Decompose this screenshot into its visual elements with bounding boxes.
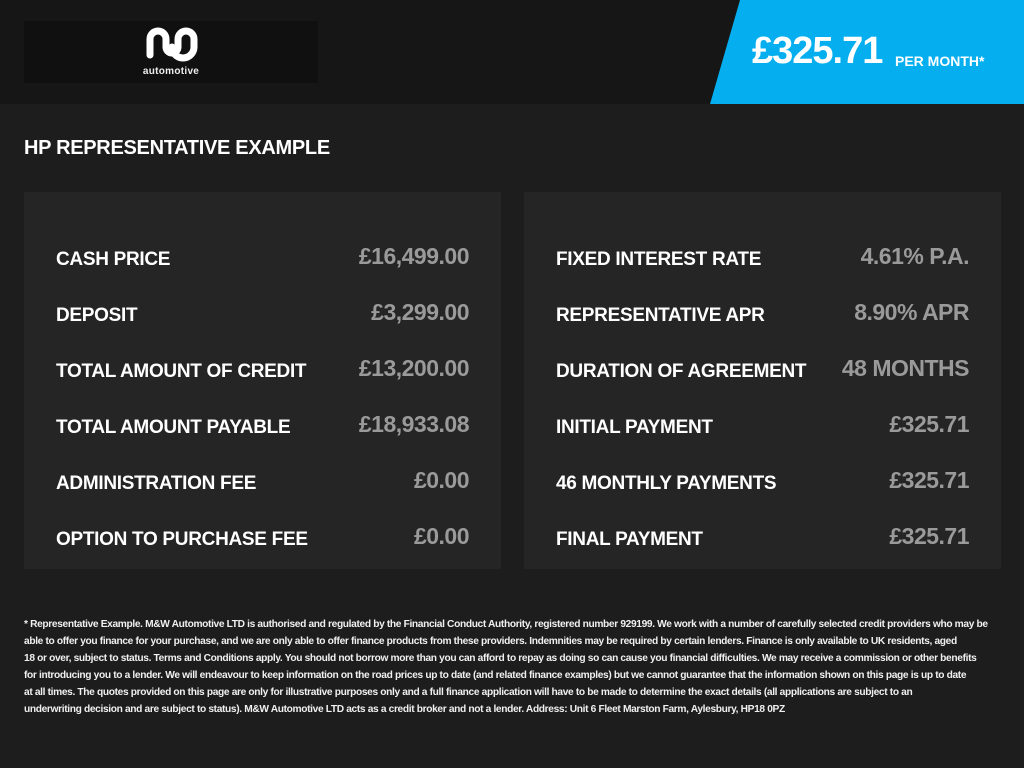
finance-row: DEPOSIT £3,299.00 bbox=[56, 284, 469, 340]
finance-row: INITIAL PAYMENT £325.71 bbox=[556, 396, 969, 452]
page-title: HP REPRESENTATIVE EXAMPLE bbox=[24, 137, 330, 159]
header: automotive £325.71 PER MONTH* bbox=[0, 0, 1024, 104]
finance-value: £325.71 bbox=[889, 466, 969, 493]
finance-label: FIXED INTEREST RATE bbox=[556, 249, 762, 270]
per-month-label: PER MONTH* bbox=[895, 53, 985, 69]
finance-row: REPRESENTATIVE APR 8.90% APR bbox=[556, 284, 969, 340]
finance-label: DURATION OF AGREEMENT bbox=[556, 361, 807, 382]
disclaimer-line: at all times. The quotes provided on thi… bbox=[24, 687, 913, 698]
finance-row: FIXED INTEREST RATE 4.61% P.A. bbox=[556, 228, 970, 284]
finance-label: DEPOSIT bbox=[56, 305, 138, 326]
finance-value: £3,299.00 bbox=[371, 298, 469, 325]
finance-value: £0.00 bbox=[413, 466, 470, 493]
finance-label: TOTAL AMOUNT PAYABLE bbox=[56, 417, 291, 438]
disclaimer-line: able to offer you finance for your purch… bbox=[24, 636, 957, 647]
logo-text: automotive bbox=[142, 66, 200, 77]
finance-label: REPRESENTATIVE APR bbox=[556, 305, 765, 326]
mw-logo-icon bbox=[146, 27, 198, 62]
finance-row: 46 MONTHLY PAYMENTS £325.71 bbox=[556, 452, 969, 508]
disclaimer-line: underwriting decision and are subject to… bbox=[24, 704, 785, 715]
logo[interactable]: automotive bbox=[24, 21, 318, 83]
left-panel: CASH PRICE £16,499.00 DEPOSIT £3,299.00 TOTA… bbox=[24, 192, 501, 569]
finance-value: 8.90% APR bbox=[854, 298, 969, 325]
finance-label: INITIAL PAYMENT bbox=[556, 417, 713, 438]
finance-row: CASH PRICE £16,499.00 bbox=[56, 228, 470, 284]
finance-label: OPTION TO PURCHASE FEE bbox=[56, 529, 308, 550]
monthly-price: £325.71 bbox=[752, 30, 883, 72]
finance-row: TOTAL AMOUNT OF CREDIT £13,200.00 bbox=[56, 340, 470, 396]
monthly-price-banner: £325.71 PER MONTH* bbox=[710, 0, 1024, 104]
finance-label: CASH PRICE bbox=[56, 249, 171, 270]
finance-row: TOTAL AMOUNT PAYABLE £18,933.08 bbox=[56, 396, 470, 452]
finance-value: 48 MONTHS bbox=[841, 354, 970, 381]
finance-label: FINAL PAYMENT bbox=[556, 529, 703, 550]
finance-value: £325.71 bbox=[889, 410, 969, 437]
finance-label: 46 MONTHLY PAYMENTS bbox=[556, 473, 777, 494]
finance-label: TOTAL AMOUNT OF CREDIT bbox=[56, 361, 307, 382]
finance-value: £325.71 bbox=[889, 522, 969, 549]
disclaimer-line: * Representative Example. M&W Automotive… bbox=[24, 619, 988, 630]
finance-row: OPTION TO PURCHASE FEE £0.00 bbox=[56, 508, 470, 564]
finance-value: £18,933.08 bbox=[358, 410, 470, 437]
finance-row: DURATION OF AGREEMENT 48 MONTHS bbox=[556, 340, 970, 396]
finance-row: FINAL PAYMENT £325.71 bbox=[556, 508, 969, 564]
finance-value: 4.61% P.A. bbox=[860, 242, 970, 269]
disclaimer: * Representative Example. M&W Automotive… bbox=[24, 616, 988, 718]
right-panel: FIXED INTEREST RATE 4.61% P.A. REPRESENTAT… bbox=[524, 192, 1001, 569]
finance-value: £13,200.00 bbox=[358, 354, 470, 381]
finance-label: ADMINISTRATION FEE bbox=[56, 473, 257, 494]
finance-value: £16,499.00 bbox=[358, 242, 470, 269]
disclaimer-line: 18 or over, subject to status. Terms and… bbox=[24, 653, 977, 664]
disclaimer-line: for introducing you to a lender. We will… bbox=[24, 670, 967, 681]
finance-row: ADMINISTRATION FEE £0.00 bbox=[56, 452, 470, 508]
finance-value: £0.00 bbox=[413, 522, 470, 549]
